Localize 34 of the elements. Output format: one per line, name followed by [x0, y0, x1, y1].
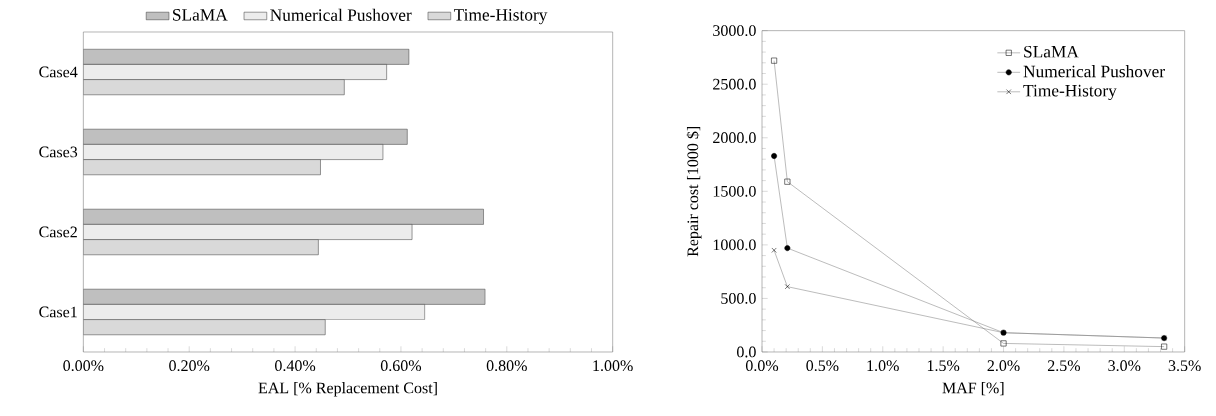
x-tick-label: 2.5%	[1047, 360, 1081, 372]
x-tick-label: 3.0%	[1108, 360, 1141, 372]
y-tick-label: 500.0	[721, 292, 756, 304]
x-tick-label: 1.0%	[867, 360, 899, 372]
y-tick-label: 1500.0	[713, 185, 756, 197]
x-tick-label: 0.0%	[745, 360, 779, 372]
legend-label: Numerical Pushover	[1023, 65, 1165, 78]
x-tick-label: 1.5%	[927, 360, 960, 372]
y-tick-label: 2500.0	[713, 78, 756, 90]
x-tick-label: 0.80%	[486, 360, 527, 372]
legend-label: SLaMA	[1024, 45, 1079, 58]
x-tick-label: 3.5%	[1168, 360, 1201, 372]
y-tick-label: 2000.0	[713, 132, 756, 144]
y-tick-label: Case3	[39, 146, 78, 158]
y-tick-label: 1000.0	[713, 239, 756, 251]
legend-label: Time-History	[453, 9, 548, 25]
y-tick-label: 3000.0	[713, 25, 756, 37]
x-tick-label: 2.0%	[987, 360, 1020, 372]
y-axis-title: Repair cost [1000 $]	[686, 126, 702, 257]
x-tick-label: 0.40%	[275, 360, 316, 372]
x-tick-label: 0.20%	[169, 360, 210, 372]
x-tick-label: 0.5%	[806, 360, 839, 372]
y-tick-label: Case4	[39, 66, 78, 78]
y-tick-label: 0.0	[737, 346, 756, 358]
legend-label: Numerical Pushover	[270, 8, 412, 21]
legend-label: Time-History	[1023, 84, 1117, 101]
x-tick-label: 0.00%	[63, 360, 104, 372]
x-tick-label: 0.60%	[380, 360, 422, 372]
x-axis-title: EAL [% Replacement Cost]	[258, 382, 437, 397]
y-tick-label: Case1	[39, 306, 77, 318]
x-axis-title: MAF [%]	[942, 382, 1004, 396]
y-tick-label: Case2	[39, 226, 77, 238]
legend-label: SLaMA	[173, 9, 228, 21]
x-tick-label: 1.00%	[593, 360, 633, 372]
